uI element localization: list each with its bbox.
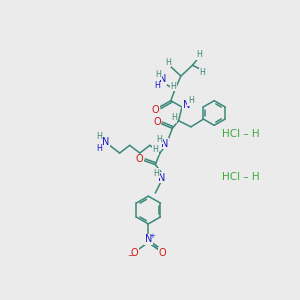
Text: H: H [153, 169, 159, 178]
Text: N: N [183, 100, 190, 110]
Text: N: N [158, 173, 165, 183]
Text: H: H [165, 58, 171, 67]
Text: H: H [155, 70, 161, 79]
Text: O: O [158, 248, 166, 258]
Text: H: H [156, 135, 162, 144]
Text: N: N [159, 74, 167, 84]
Text: N: N [145, 234, 152, 244]
Text: H: H [170, 82, 176, 91]
Text: O: O [153, 117, 161, 127]
Text: H: H [97, 132, 102, 141]
Text: −: − [127, 253, 133, 259]
Text: H: H [171, 113, 177, 122]
Text: O: O [152, 105, 159, 115]
Text: H: H [196, 50, 202, 59]
Text: HCl – H: HCl – H [222, 129, 260, 139]
Text: N: N [102, 137, 110, 147]
Text: H: H [97, 144, 102, 153]
Text: H: H [188, 96, 194, 105]
Text: HCl – H: HCl – H [222, 172, 260, 182]
Text: +: + [149, 233, 155, 239]
Text: H: H [152, 146, 158, 154]
Text: O: O [130, 248, 138, 258]
Text: H: H [200, 68, 206, 77]
Text: H: H [154, 81, 160, 90]
Text: O: O [136, 154, 144, 164]
Text: N: N [161, 139, 168, 149]
